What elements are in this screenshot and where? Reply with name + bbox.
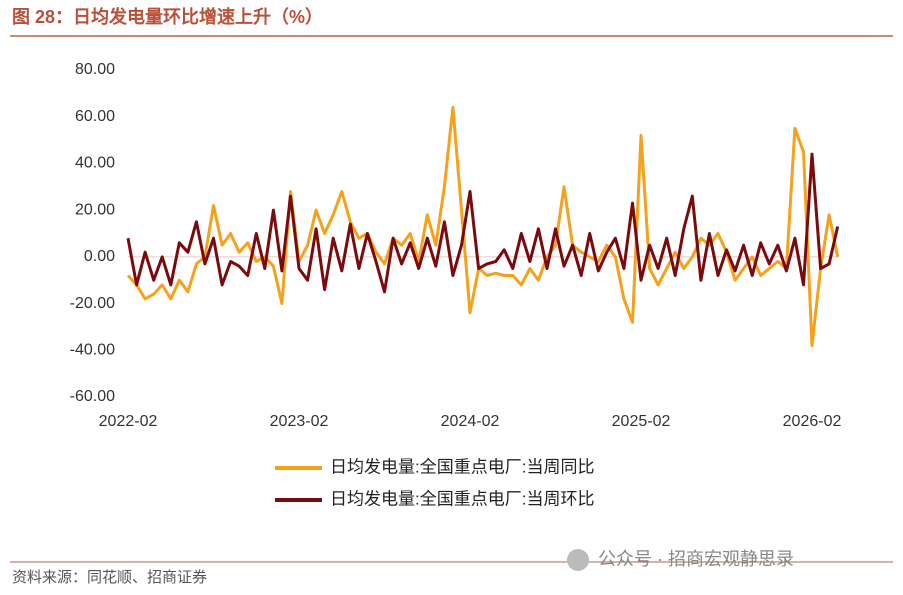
y-tick-label: 80.00 [75, 61, 115, 78]
y-tick-label: 0.00 [84, 248, 115, 265]
wechat-icon [567, 549, 589, 571]
x-tick-label: 2022-02 [99, 413, 158, 430]
x-tick-label: 2026-02 [783, 413, 842, 430]
y-tick-label: 60.00 [75, 108, 115, 125]
x-tick-label: 2024-02 [441, 413, 500, 430]
y-tick-label: -40.00 [70, 342, 115, 359]
y-tick-label: -20.00 [70, 295, 115, 312]
source: 资料来源：同花顺、招商证券 [12, 569, 207, 586]
y-tick-label: 40.00 [75, 155, 115, 172]
legend-label: 日均发电量:全国重点电厂:当周同比 [330, 457, 594, 476]
y-tick-label: 20.00 [75, 201, 115, 218]
series-line [126, 152, 840, 294]
chart-title: 图 28：日均发电量环比增速上升（%） [12, 6, 323, 27]
y-tick-label: -60.00 [70, 388, 115, 405]
x-tick-label: 2023-02 [270, 413, 329, 430]
watermark: 公众号 · 招商宏观静思录 [598, 549, 794, 569]
x-tick-label: 2025-02 [612, 413, 671, 430]
legend-label: 日均发电量:全国重点电厂:当周环比 [330, 489, 594, 508]
series-line [126, 105, 840, 348]
